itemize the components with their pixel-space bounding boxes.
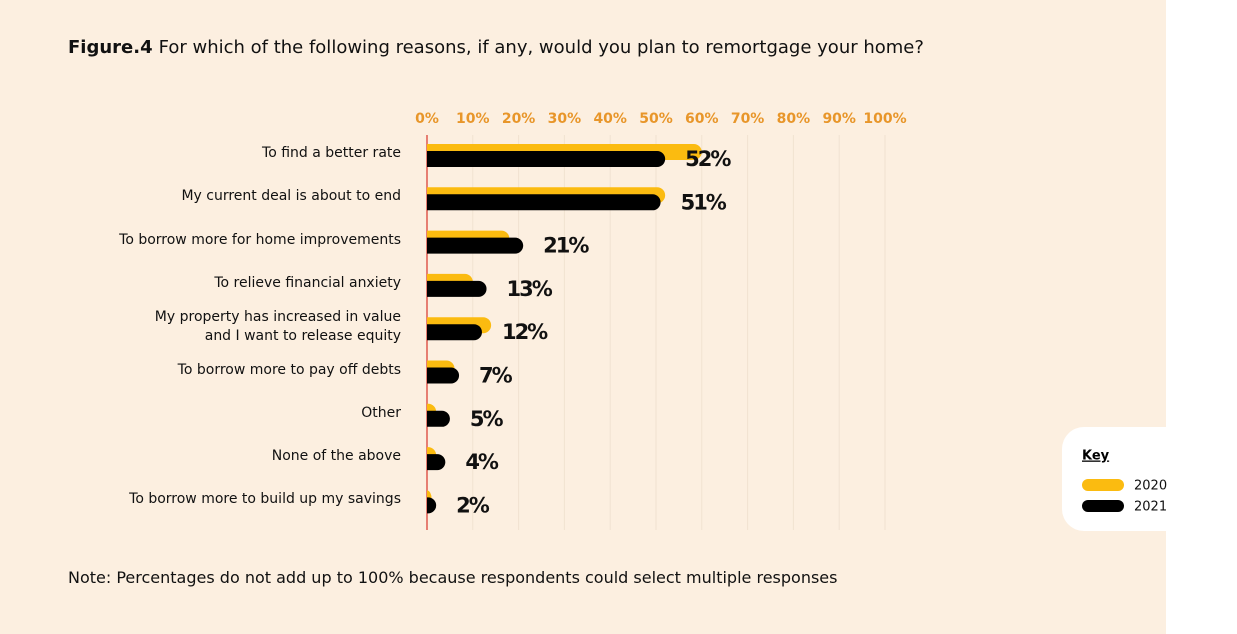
x-tick-label: 60% <box>685 111 719 127</box>
x-tick-label: 100% <box>863 111 906 127</box>
category-label: To borrow more to pay off debts <box>177 361 401 378</box>
value-label: 51% <box>681 190 727 214</box>
category-label: None of the above <box>271 448 401 465</box>
category-label: To borrow more to build up my savings <box>129 491 401 508</box>
bar <box>427 367 460 384</box>
chart-title: For which of the following reasons, if a… <box>158 37 924 58</box>
category-label: To borrow more for home improvements <box>119 231 401 248</box>
category-label: To relieve financial anxiety <box>214 274 401 291</box>
legend-label: 2020 <box>1134 479 1167 494</box>
bar <box>427 237 524 254</box>
background <box>0 0 1166 634</box>
legend-title: Key <box>1082 449 1110 464</box>
category-label: My property has increased in value and I… <box>154 308 401 344</box>
bar <box>427 280 487 297</box>
category-label: To find a better rate <box>262 145 401 161</box>
bar <box>427 151 666 167</box>
value-label: 52% <box>685 147 731 171</box>
bar <box>427 454 446 471</box>
x-tick-label: 40% <box>593 111 627 127</box>
bar <box>427 324 482 341</box>
legend-swatch <box>1082 479 1124 491</box>
legend-box <box>1062 427 1192 531</box>
category-label: My current deal is about to end <box>181 188 401 205</box>
category-label: Other <box>361 404 401 421</box>
x-tick-label: 10% <box>456 111 490 127</box>
x-tick-label: 20% <box>502 111 536 127</box>
note: Note: Percentages do not add up to 100% … <box>68 568 838 587</box>
value-label: 4% <box>465 450 499 474</box>
x-tick-label: 30% <box>548 111 582 127</box>
x-tick-label: 50% <box>639 111 673 127</box>
bar <box>427 497 437 514</box>
value-label: 2% <box>456 493 490 517</box>
legend-label: 2021 <box>1134 500 1167 515</box>
value-label: 5% <box>470 407 504 431</box>
value-label: 21% <box>543 234 589 258</box>
title-block: Figure.4 For which of the following reaso… <box>68 37 924 58</box>
legend-swatch <box>1082 500 1124 512</box>
figure-label: Figure.4 <box>68 37 153 58</box>
value-label: 7% <box>479 364 513 388</box>
value-label: 12% <box>502 320 548 344</box>
value-label: 13% <box>507 277 553 301</box>
x-tick-label: 70% <box>731 111 765 127</box>
bar <box>427 410 450 427</box>
bar <box>427 194 661 211</box>
x-tick-label: 0% <box>415 111 439 127</box>
x-tick-label: 90% <box>822 111 856 127</box>
x-tick-label: 80% <box>777 111 811 127</box>
